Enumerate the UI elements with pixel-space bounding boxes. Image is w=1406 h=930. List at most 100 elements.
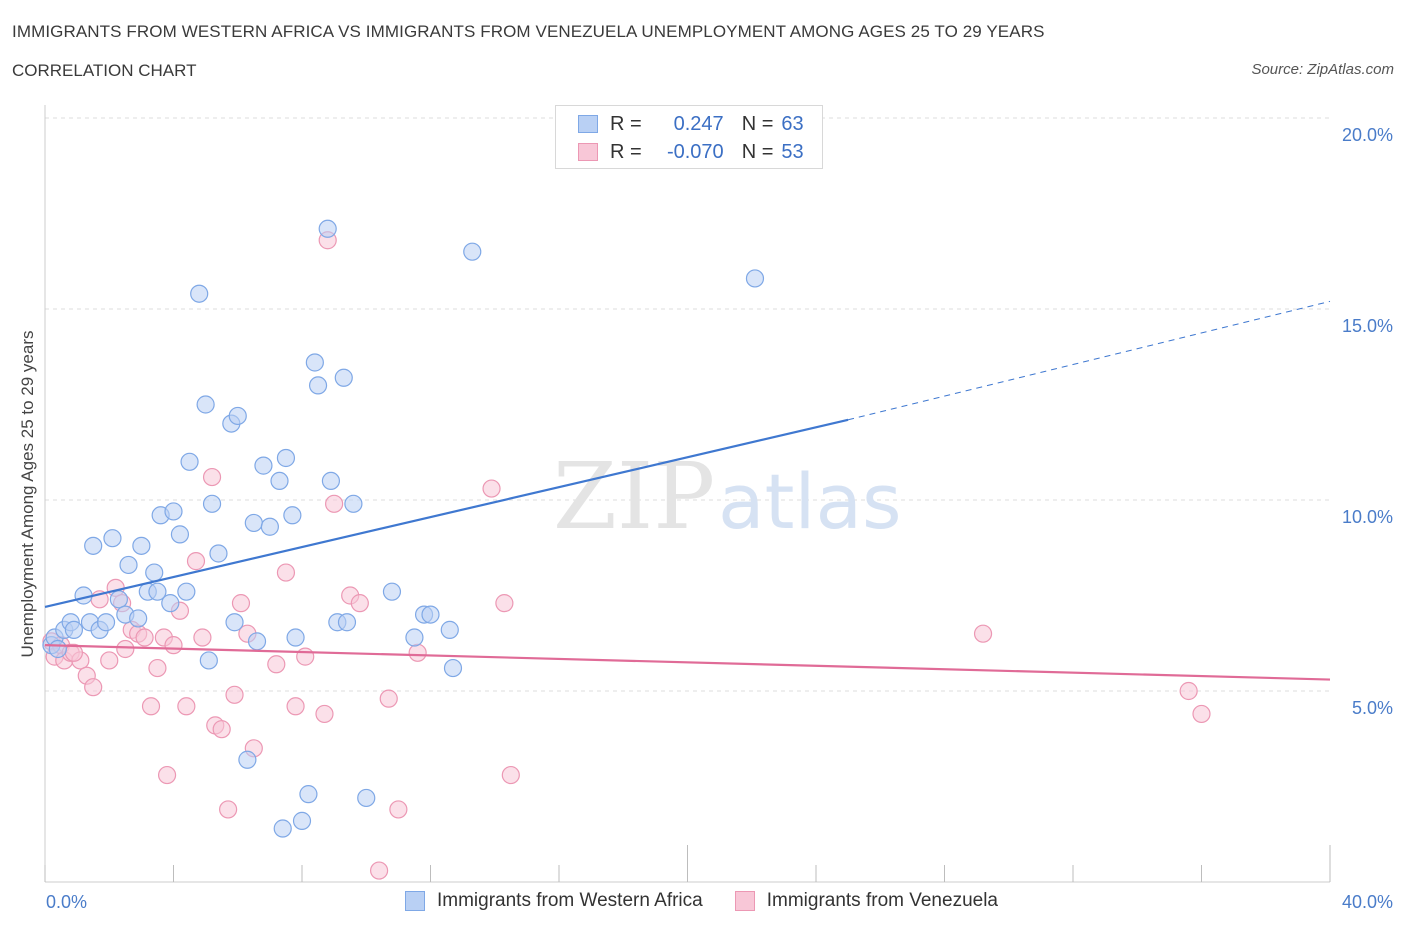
western-africa-point	[109, 590, 128, 609]
y-tick-label: 10.0%	[1342, 507, 1393, 527]
western-africa-point	[48, 639, 67, 659]
western-africa-trend-extension	[848, 300, 1331, 421]
western-africa-point	[443, 658, 463, 678]
axes	[44, 105, 1331, 883]
legend-r-value: -0.070	[666, 140, 724, 163]
western-africa-point	[357, 788, 376, 808]
western-africa-point	[276, 448, 296, 468]
legend-swatch-blue	[578, 115, 598, 133]
western-africa-point	[321, 471, 341, 490]
western-africa-point	[305, 353, 324, 372]
western-africa-point	[129, 609, 148, 628]
venezuela-point	[193, 628, 212, 647]
venezuela-point	[116, 639, 135, 659]
y-tick-label: 5.0%	[1352, 698, 1393, 718]
venezuela-trend-line	[44, 644, 1331, 681]
western-africa-point	[244, 513, 263, 533]
western-africa-point	[148, 582, 167, 601]
western-africa-point	[334, 368, 353, 387]
venezuela-point	[379, 689, 398, 708]
tick-labels: 5.0% 10.0% 15.0% 20.0% 0.0% 40.0%	[46, 125, 1393, 912]
venezuela-point	[973, 624, 993, 643]
watermark: ZIP atlas	[553, 443, 902, 550]
western-africa-point	[286, 628, 305, 647]
western-africa-point	[119, 555, 138, 575]
legend-r-label: R =	[610, 112, 642, 135]
venezuela-point	[276, 563, 296, 582]
y-axis-label: Unemployment Among Ages 25 to 29 years	[18, 331, 37, 658]
western-africa-point	[247, 632, 267, 651]
series-label: Immigrants from Venezuela	[766, 890, 998, 911]
legend-n-value: 63	[781, 112, 804, 135]
legend-r-value: 0.247	[673, 112, 724, 135]
western-africa-point	[254, 456, 273, 475]
legend-n-label: N =	[741, 140, 774, 163]
western-africa-point	[463, 242, 482, 261]
western-africa-point	[440, 620, 459, 639]
series-legend: Immigrants from Western Africa Immigrant…	[405, 890, 1030, 912]
western-africa-point	[238, 750, 257, 769]
watermark-atlas: atlas	[718, 457, 902, 546]
legend-n-label: N =	[741, 112, 774, 135]
western-africa-point	[382, 582, 402, 601]
venezuela-point	[202, 467, 222, 487]
western-africa-point	[273, 819, 292, 838]
western-africa-point	[199, 651, 218, 670]
western-africa-point	[283, 506, 302, 525]
venezuela-point	[501, 765, 520, 785]
venezuela-point	[84, 678, 103, 697]
venezuela-point	[157, 765, 177, 785]
venezuela-point	[296, 647, 315, 666]
series-swatch-blue	[405, 891, 425, 911]
western-africa-point	[270, 471, 289, 490]
venezuela-point	[231, 594, 251, 613]
western-africa-point	[228, 406, 247, 426]
venezuela-point	[1192, 704, 1211, 724]
western-africa-point	[161, 594, 180, 613]
x-tick-label: 40.0%	[1342, 892, 1393, 912]
western-africa-point	[64, 620, 84, 639]
venezuela-point	[267, 655, 286, 674]
western-africa-point	[299, 785, 318, 804]
chart-title: IMMIGRANTS FROM WESTERN AFRICA VS IMMIGR…	[12, 22, 1045, 41]
western-africa-point	[292, 811, 312, 830]
venezuela-point	[408, 643, 427, 662]
western-africa-point	[225, 613, 244, 632]
venezuela-point	[219, 800, 238, 819]
source-label: Source: ZipAtlas.com	[1251, 61, 1394, 78]
western-africa-point	[84, 536, 103, 555]
venezuela-point	[212, 720, 231, 739]
venezuela-point	[315, 704, 334, 724]
western-africa-point	[405, 628, 424, 647]
western-africa-point	[260, 517, 279, 536]
western-africa-point	[308, 376, 328, 395]
western-africa-point	[103, 529, 122, 548]
western-africa-point	[421, 605, 440, 624]
venezuela-point	[141, 697, 161, 716]
legend-row-western-africa: R = 0.247 N = 63	[578, 112, 804, 136]
x-tick-label: 0.0%	[46, 892, 87, 912]
venezuela-point	[225, 685, 244, 704]
venezuela-point	[350, 594, 369, 613]
legend-swatch-pink	[578, 143, 598, 161]
venezuela-point	[177, 697, 196, 716]
western-africa-point	[196, 395, 215, 414]
venezuela-point	[1179, 681, 1198, 701]
western-africa-point	[337, 613, 357, 632]
western-africa-point	[177, 582, 196, 601]
y-tick-label: 20.0%	[1342, 125, 1393, 145]
series-label: Immigrants from Western Africa	[437, 890, 703, 911]
series-legend-venezuela: Immigrants from Venezuela	[734, 890, 998, 912]
western-africa-trend-line	[44, 418, 849, 609]
venezuela-point	[389, 800, 408, 819]
legend-n-value: 53	[781, 140, 804, 163]
series-swatch-pink	[734, 891, 755, 911]
chart-subtitle: CORRELATION CHART	[12, 61, 197, 80]
venezuela-point	[100, 651, 119, 670]
western-africa-point	[145, 563, 164, 582]
venezuela-point	[148, 658, 167, 678]
venezuela-point	[286, 697, 305, 716]
venezuela-point	[495, 594, 514, 613]
venezuela-point	[482, 479, 501, 498]
venezuela-point	[370, 861, 389, 880]
